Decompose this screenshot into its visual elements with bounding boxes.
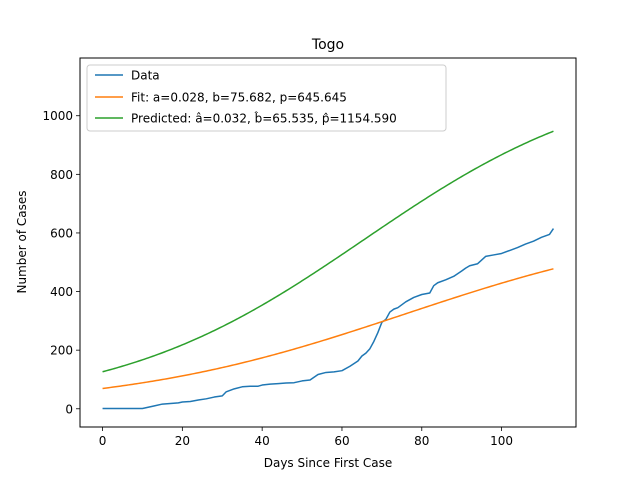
legend: Data Fit: a=0.028, b=75.682, p=645.645 P… [86,64,447,132]
y-tick-label-400: 400 [50,285,73,299]
y-tick-label-200: 200 [50,344,73,358]
x-tick-label-0: 0 [99,434,107,448]
x-tick-label-100: 100 [490,434,513,448]
x-tick-label-20: 20 [175,434,190,448]
x-tick-label-80: 80 [414,434,429,448]
legend-box [86,64,447,132]
series-layer [102,130,555,410]
legend-label-predicted: Predicted: â=0.032, b̂=65.535, p̂=1154.5… [131,111,397,125]
y-tick-label-0: 0 [65,402,73,416]
y-tick-label-600: 600 [50,226,73,240]
y-axis-label: Number of Cases [15,190,29,293]
legend-label-data: Data [131,69,160,83]
plot-frame [79,57,577,428]
x-axis-label: Days Since First Case [264,456,393,470]
chart-title: Togo [311,37,344,53]
x-tick-label-60: 60 [334,434,349,448]
y-tick-label-1000: 1000 [42,109,73,123]
legend-label-fit: Fit: a=0.028, b=75.682, p=645.645 [131,91,347,105]
y-axis: 0 200 400 600 800 1000 [42,109,80,416]
series-line-fit [102,268,554,390]
x-axis: 0 20 40 60 80 100 [99,427,513,448]
series-line-predicted [102,130,554,373]
x-tick-label-40: 40 [255,434,270,448]
y-tick-label-800: 800 [50,168,73,182]
series-line-data [102,228,555,410]
